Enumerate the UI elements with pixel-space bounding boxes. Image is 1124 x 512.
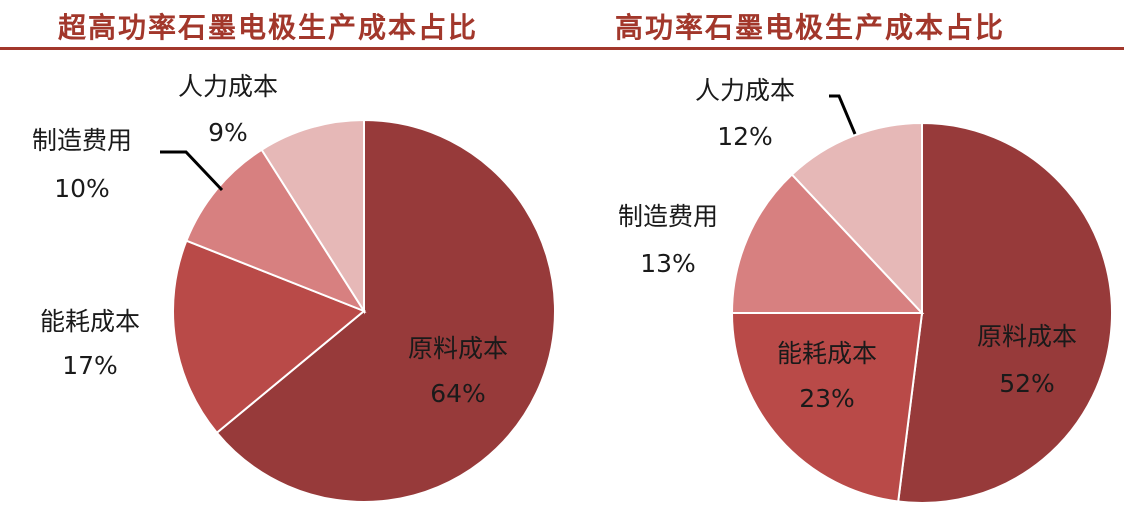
pie-slice-1-3	[790, 121, 923, 316]
slice-label-1-2: 制造费用	[618, 202, 718, 231]
slice-value-label-0-0: 64%	[430, 379, 486, 408]
slice-label-0-2: 制造费用	[32, 126, 132, 155]
pie-slice-1-1	[730, 312, 924, 503]
pie-slice-0-3	[260, 118, 365, 315]
title-divider	[0, 47, 1124, 50]
pie-chart-right: 原料成本 52% 能耗成本 23% 制造费用 13% 人力成本 12%	[618, 76, 1113, 504]
pie-chart-left: 原料成本 64% 能耗成本 17% 制造费用 10% 人力成本 9%	[32, 72, 556, 503]
slice-value-label-1-1: 23%	[799, 384, 855, 413]
leader-line-0	[160, 150, 224, 192]
slice-label-0-0: 原料成本	[408, 334, 508, 363]
slice-label-0-3: 人力成本	[178, 72, 278, 101]
slice-label-0-1: 能耗成本	[40, 307, 140, 336]
chart-title-right: 高功率石墨电极生产成本占比	[615, 11, 1006, 44]
slice-value-label-0-3: 9%	[208, 118, 248, 147]
leader-line-1	[829, 94, 857, 135]
pie-slice-0-2	[185, 148, 367, 314]
slice-value-label-1-0: 52%	[999, 369, 1055, 398]
slice-value-label-1-2: 13%	[640, 249, 696, 278]
pie-slice-1-0	[897, 121, 1113, 504]
pie-slice-0-0	[215, 118, 556, 503]
chart-title-left: 超高功率石墨电极生产成本占比	[58, 11, 479, 44]
slice-label-1-3: 人力成本	[695, 76, 795, 105]
slice-value-label-0-1: 17%	[62, 351, 118, 380]
pie-slice-0-1	[172, 239, 366, 435]
slice-value-label-1-3: 12%	[717, 122, 773, 151]
slice-label-1-1: 能耗成本	[777, 339, 877, 368]
slice-label-1-0: 原料成本	[977, 322, 1077, 351]
slice-value-label-0-2: 10%	[54, 174, 110, 203]
pie-slice-1-2	[730, 173, 925, 314]
